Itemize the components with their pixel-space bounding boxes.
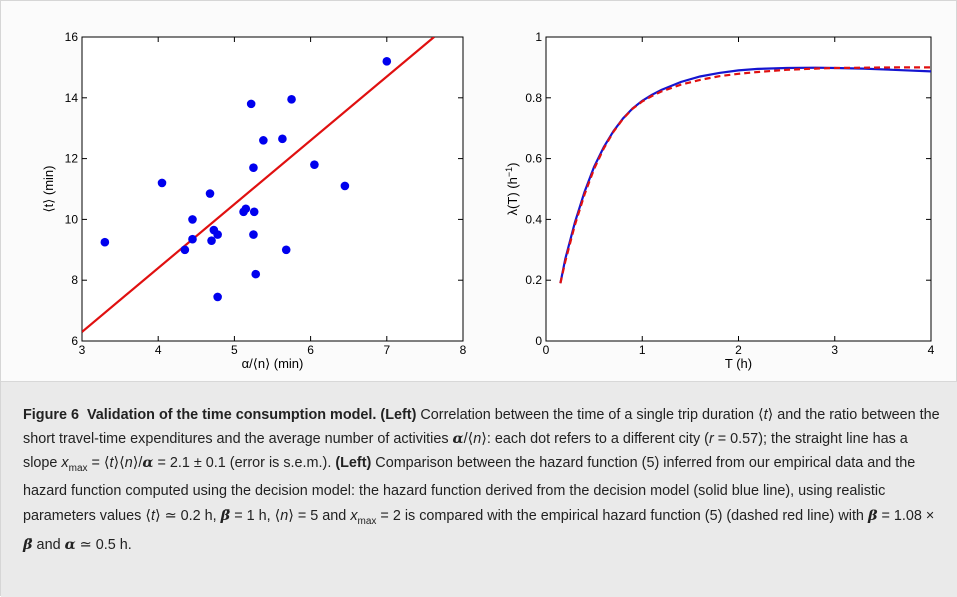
caption-segment: = 2.1 ± 0.1 (error is s.e.m.). xyxy=(153,455,336,472)
right-x-tick-label: 1 xyxy=(639,343,646,357)
left-x-tick-label: 8 xyxy=(460,343,467,357)
caption-var: n xyxy=(124,455,133,472)
city-data-point xyxy=(249,230,258,239)
right-y-tick-label: 0.4 xyxy=(525,212,542,226)
caption-sub: max xyxy=(357,515,377,527)
caption-var: β xyxy=(867,506,878,524)
right-x-tick-label: 3 xyxy=(831,343,838,357)
left-tag-2: (Left) xyxy=(335,455,372,472)
caption-var: α xyxy=(452,430,464,448)
city-data-point xyxy=(241,204,251,214)
caption-segment: Comparison between the hazard function (… xyxy=(23,455,916,524)
left-scatter-chart: 3 4 5 6 7 8 6 8 10 12 14 16 α/⟨n⟩ (min) ⟨t⟩ (min) xyxy=(41,30,467,371)
caption-segment: /⟨ xyxy=(463,431,474,448)
city-data-point xyxy=(205,189,215,198)
caption-var: x xyxy=(350,507,358,524)
caption-segment: = 2 is compared with the empirical hazar… xyxy=(376,507,868,524)
caption-segment: = 0.57); the straight line has a slope xyxy=(23,431,908,472)
right-plot-area xyxy=(545,36,932,342)
left-y-tick-label: 8 xyxy=(71,273,78,287)
left-x-tick-label: 7 xyxy=(383,343,390,357)
caption-var: t xyxy=(109,455,114,472)
city-data-point xyxy=(340,181,350,191)
city-data-point xyxy=(249,163,258,173)
left-y-tick-label: 6 xyxy=(71,334,78,348)
fit-line xyxy=(82,37,435,333)
city-data-point xyxy=(249,207,259,217)
city-data-point xyxy=(287,95,296,104)
empirical-hazard-curve xyxy=(559,66,931,284)
caption-text: Figure 6 Validation of the time consumpt… xyxy=(23,404,943,557)
city-data-point xyxy=(281,245,291,255)
right-y-tick-label: 1 xyxy=(535,30,542,44)
city-data-point xyxy=(310,160,319,169)
city-data-point xyxy=(278,134,287,144)
figure-label: Figure 6 xyxy=(23,407,79,423)
right-y-tick-label: 0 xyxy=(535,334,542,348)
left-tag: (Left) xyxy=(380,407,417,423)
city-data-point xyxy=(100,237,110,247)
left-x-tick-label: 5 xyxy=(231,343,238,357)
city-data-point xyxy=(207,236,216,245)
figure-title: Validation of the time consumption model… xyxy=(86,407,377,423)
caption-segment: = 1.08 × xyxy=(877,507,935,524)
caption-segment: ⟩: each dot refers to a different city ( xyxy=(481,431,709,448)
caption-var: t xyxy=(763,407,768,423)
left-x-axis-label: α/⟨n⟩ (min) xyxy=(242,356,304,371)
right-y-label-main: λ(T) (h xyxy=(505,177,520,215)
caption-segment: and xyxy=(32,536,65,553)
caption-var: n xyxy=(280,507,289,524)
caption-segment: = ⟨ xyxy=(87,455,110,472)
right-y-tick-label: 0.2 xyxy=(525,273,542,287)
city-data-point xyxy=(259,136,268,145)
city-data-point xyxy=(382,57,392,66)
city-data-point xyxy=(157,178,167,188)
caption-segment: Correlation between the time of a single… xyxy=(416,407,764,423)
city-data-point xyxy=(188,234,197,244)
caption-segment: ⟩/ xyxy=(132,455,143,472)
caption-segment: ⟩⟨ xyxy=(113,455,125,472)
left-x-tick-label: 3 xyxy=(79,343,86,357)
right-y-tick-label: 0.6 xyxy=(525,152,542,166)
caption-segment: ≃ 0.5 h. xyxy=(75,536,132,553)
city-data-point xyxy=(251,269,261,279)
left-y-tick-label: 10 xyxy=(65,212,79,226)
left-y-tick-label: 16 xyxy=(65,30,79,44)
caption-segment: ⟩ ≃ 0.2 h, xyxy=(155,507,221,524)
left-y-tick-label: 12 xyxy=(65,152,79,166)
caption-var: n xyxy=(473,431,482,448)
left-x-tick-label: 4 xyxy=(155,343,162,357)
left-x-tick-label: 6 xyxy=(307,343,314,357)
left-y-tick-label: 14 xyxy=(65,91,79,105)
right-y-label-sup: −1 xyxy=(504,167,514,177)
right-x-tick-label: 4 xyxy=(928,343,935,357)
right-x-tick-label: 0 xyxy=(543,343,550,357)
left-plot-area xyxy=(81,36,464,342)
city-data-point xyxy=(246,99,256,109)
city-data-point xyxy=(180,245,190,255)
caption-segment: = 1 h, ⟨ xyxy=(230,507,281,524)
right-x-axis-label: T (h) xyxy=(725,356,752,371)
right-y-axis-label: λ(T) (h−1) xyxy=(504,163,520,216)
right-y-tick-label: 0.8 xyxy=(525,91,542,105)
city-data-point xyxy=(213,230,222,239)
left-y-axis-label: ⟨t⟩ (min) xyxy=(41,166,56,213)
city-data-point xyxy=(213,292,222,302)
caption-segment: ⟩ and the ratio between the short travel… xyxy=(23,407,940,448)
right-x-tick-label: 2 xyxy=(735,343,742,357)
city-data-point xyxy=(188,215,197,224)
caption-var: β̄ xyxy=(220,506,231,524)
model-hazard-curve xyxy=(559,66,932,284)
caption-sub: max xyxy=(68,463,88,475)
caption-var: β̄ xyxy=(23,535,33,553)
figure-caption: Figure 6 Validation of the time consumpt… xyxy=(1,381,957,597)
caption-var: α xyxy=(64,535,76,553)
right-y-label-close: ) xyxy=(505,163,520,167)
caption-var: x xyxy=(61,455,69,472)
caption-var: t xyxy=(151,507,155,524)
caption-var: r xyxy=(708,431,714,448)
caption-segment: ⟩ = 5 and xyxy=(288,507,351,524)
caption-var: α xyxy=(142,454,154,472)
